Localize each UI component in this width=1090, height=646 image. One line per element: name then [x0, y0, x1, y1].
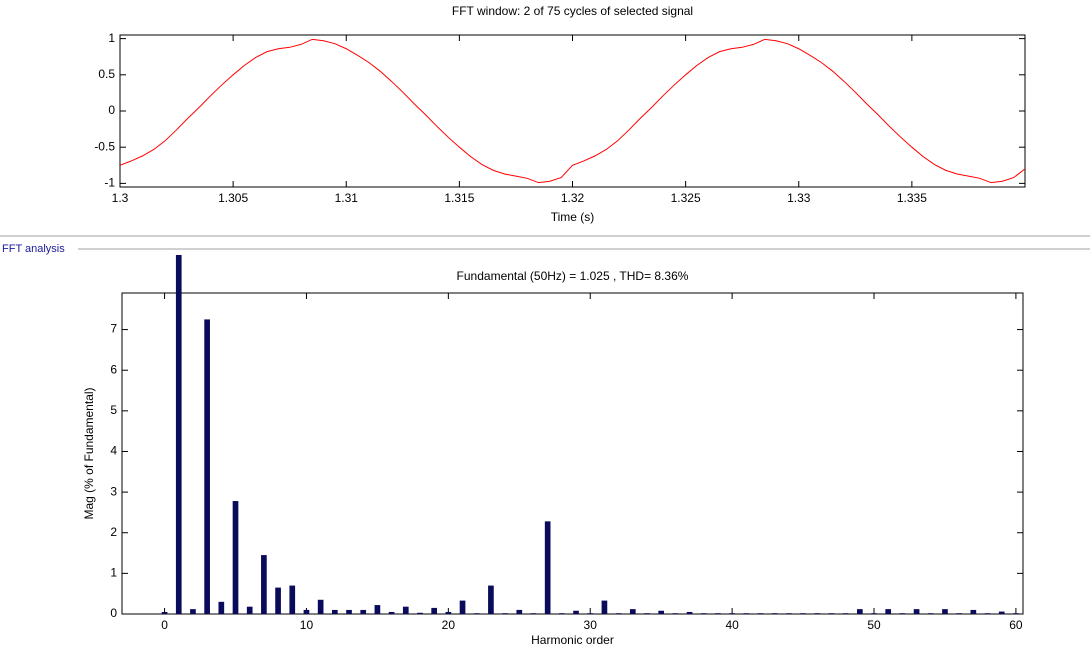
bar	[899, 613, 906, 614]
x-axis-label: Time (s)	[551, 210, 595, 224]
bar	[927, 613, 934, 614]
bar	[388, 611, 395, 614]
y-tick-label: 7	[110, 322, 117, 336]
bar	[317, 599, 324, 614]
bar	[445, 611, 452, 614]
bar	[261, 555, 267, 614]
bar	[814, 613, 821, 614]
bar	[800, 613, 806, 614]
bar	[544, 521, 551, 614]
x-tick-label: 30	[584, 618, 598, 632]
plot-area	[121, 292, 1024, 615]
bar	[871, 613, 877, 614]
bar	[431, 607, 437, 614]
bar	[190, 609, 196, 614]
bar	[786, 613, 792, 614]
bar	[913, 609, 920, 614]
y-tick-label: 0	[108, 103, 115, 117]
x-tick-label: 60	[1009, 618, 1023, 632]
chart-title: FFT window: 2 of 75 cycles of selected s…	[452, 4, 693, 18]
bar	[346, 609, 352, 614]
chart-title: Fundamental (50Hz) = 1.025 , THD= 8.36%	[457, 269, 689, 283]
signal-line	[119, 38, 1026, 184]
bar	[587, 613, 594, 614]
bar	[360, 609, 367, 614]
x-tick-label: 1.32	[561, 191, 585, 205]
bar	[232, 501, 239, 614]
bar	[601, 600, 608, 614]
bar	[644, 613, 650, 614]
x-tick-label: 0	[161, 618, 168, 632]
x-tick-label: 1.335	[897, 191, 927, 205]
bar	[530, 613, 537, 614]
bar	[204, 319, 210, 614]
bar	[161, 611, 168, 614]
bars	[161, 255, 1019, 614]
x-tick-label: 1.31	[335, 191, 359, 205]
bar	[402, 606, 409, 614]
x-tick-label: 1.305	[218, 191, 248, 205]
bar	[559, 613, 565, 614]
bar	[743, 613, 750, 614]
y-tick-label: 0.5	[98, 67, 115, 81]
bar	[729, 613, 735, 614]
bar	[175, 255, 182, 614]
x-tick-label: 10	[300, 618, 314, 632]
y-tick-label: 4	[110, 444, 117, 458]
bar	[374, 605, 381, 614]
bar	[417, 612, 423, 614]
bar	[289, 585, 296, 614]
y-tick-label: -1	[104, 176, 115, 190]
bar	[686, 611, 693, 614]
x-axis-label: Harmonic order	[531, 633, 614, 646]
bar	[715, 613, 721, 614]
bar	[459, 600, 466, 614]
y-tick-label: 5	[110, 403, 117, 417]
y-tick-label: -0.5	[94, 139, 115, 153]
x-tick-label: 1.315	[444, 191, 474, 205]
x-tick-label: 1.33	[787, 191, 811, 205]
bar	[771, 613, 778, 614]
bar	[246, 606, 253, 614]
bar	[842, 613, 849, 614]
x-tick-label: 50	[867, 618, 881, 632]
bar	[757, 613, 764, 614]
bar	[573, 610, 579, 614]
bar	[331, 609, 338, 614]
y-tick-label: 6	[110, 362, 117, 376]
y-axis-label: Mag (% of Fundamental)	[82, 387, 96, 519]
x-tick-label: 1.3	[112, 191, 129, 205]
bar	[970, 609, 977, 614]
bar	[672, 613, 679, 614]
bar	[473, 613, 480, 614]
panel-label: FFT analysis	[2, 243, 65, 255]
bar	[502, 613, 508, 614]
y-tick-label: 2	[110, 525, 117, 539]
x-tick-label: 1.325	[671, 191, 701, 205]
y-tick-label: 1	[108, 31, 115, 45]
bar	[856, 609, 863, 614]
bar	[998, 611, 1005, 614]
bar	[218, 601, 225, 614]
bar	[303, 609, 310, 614]
bar	[516, 609, 523, 614]
bar	[885, 609, 892, 614]
bar	[275, 587, 281, 614]
x-tick-label: 20	[442, 618, 456, 632]
bar	[629, 609, 636, 614]
y-tick-label: 0	[110, 606, 117, 620]
bar	[956, 613, 962, 614]
x-tick-label: 40	[725, 618, 739, 632]
bar	[984, 613, 991, 614]
bar	[488, 585, 494, 614]
bar	[615, 613, 622, 614]
bar	[658, 610, 665, 614]
bar	[942, 609, 948, 614]
y-tick-label: 3	[110, 484, 117, 498]
bar	[828, 613, 835, 614]
y-tick-label: 1	[110, 566, 117, 580]
bar	[1013, 613, 1019, 614]
bar	[700, 613, 707, 614]
